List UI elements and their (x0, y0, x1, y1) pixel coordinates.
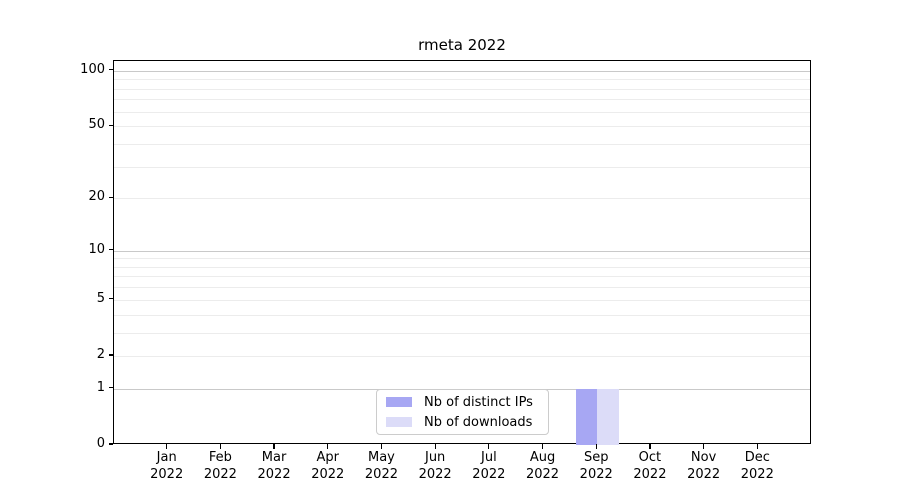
x-tick (649, 444, 651, 449)
y-tick-label: 0 (96, 436, 105, 451)
minor-gridline (114, 111, 810, 113)
y-tick-label: 2 (96, 346, 105, 362)
minor-gridline (114, 287, 810, 289)
y-tick (108, 298, 113, 300)
x-tick-label: Mar 2022 (232, 449, 316, 483)
x-tick-label: Apr 2022 (286, 449, 370, 483)
x-tick-label-line: Oct (638, 450, 662, 465)
x-tick (327, 444, 329, 449)
minor-gridline (114, 166, 810, 168)
x-tick-label-line: Nov (690, 450, 717, 465)
x-tick-label-line: Jul (481, 450, 497, 465)
bar-nb-of-distinct-ips-sep-2022 (575, 388, 598, 445)
y-tick-label: 1 (96, 379, 105, 395)
x-tick (703, 444, 705, 449)
x-tick-label-line: 2022 (418, 467, 452, 482)
x-tick-label: May 2022 (339, 449, 423, 483)
legend-item-downloads: Nb of downloads (386, 416, 548, 429)
minor-gridline (114, 276, 810, 278)
minor-gridline (114, 198, 810, 200)
y-tick-label: 5 (96, 290, 105, 306)
y-tick (108, 354, 113, 356)
x-tick-label: Jan 2022 (125, 449, 209, 483)
x-tick-label: Nov 2022 (662, 449, 746, 483)
legend-item-distinct-ips: Nb of distinct IPs (386, 396, 548, 409)
major-gridline (114, 70, 810, 72)
x-tick-label-line: 2022 (740, 467, 774, 482)
x-tick (166, 444, 168, 449)
x-tick (273, 444, 275, 449)
x-tick-label-line: 2022 (311, 467, 345, 482)
x-tick (488, 444, 490, 449)
y-tick (108, 196, 113, 198)
legend-label-distinct-ips: Nb of distinct IPs (424, 394, 533, 410)
legend-label-downloads: Nb of downloads (424, 414, 533, 430)
plot-area (113, 60, 811, 445)
legend-swatch-downloads (386, 417, 412, 427)
y-tick (108, 387, 113, 389)
x-tick-label-line: Jan (156, 450, 177, 465)
y-tick-label: 10 (88, 241, 105, 257)
x-tick-label-line: Jun (424, 450, 446, 465)
minor-gridline (114, 299, 810, 301)
x-tick-label: Dec 2022 (715, 449, 799, 483)
minor-gridline (114, 355, 810, 357)
x-tick-label-line: Apr (316, 450, 340, 465)
y-tick-label: 20 (88, 189, 105, 205)
minor-gridline (114, 314, 810, 316)
y-tick-label: 100 (80, 61, 105, 77)
x-tick-label-line: Mar (261, 450, 287, 465)
legend: Nb of distinct IPs Nb of downloads (376, 389, 549, 435)
minor-gridline (114, 266, 810, 268)
x-tick-label: Oct 2022 (608, 449, 692, 483)
minor-gridline (114, 258, 810, 260)
y-tick-label: 50 (88, 117, 105, 133)
x-tick (380, 444, 383, 449)
x-tick-label-line: May (368, 450, 395, 465)
x-tick-label-line: 2022 (579, 467, 613, 482)
x-tick (219, 444, 221, 449)
x-tick-label: Feb 2022 (178, 449, 262, 483)
x-tick-label-line: Feb (208, 450, 232, 465)
minor-gridline (114, 79, 810, 81)
x-tick-label-line: 2022 (633, 467, 667, 482)
x-tick-label-line: Dec (744, 450, 770, 465)
x-tick-label: Jul 2022 (447, 449, 531, 483)
minor-gridline (114, 143, 810, 145)
minor-gridline (114, 332, 810, 334)
x-tick-label-line: 2022 (257, 467, 291, 482)
x-tick (434, 444, 436, 449)
chart-title: rmeta 2022 (418, 36, 506, 54)
x-tick-label-line: 2022 (472, 467, 506, 482)
x-tick-label-line: 2022 (150, 467, 184, 482)
x-tick (756, 444, 758, 449)
y-tick (108, 124, 113, 126)
x-tick (541, 444, 544, 449)
x-tick-label-line: 2022 (203, 467, 237, 482)
x-tick (595, 444, 597, 449)
minor-gridline (114, 99, 810, 101)
major-gridline (114, 250, 810, 252)
x-tick-label: Sep 2022 (554, 449, 638, 483)
x-tick-label-line: Sep (583, 450, 609, 465)
y-tick (108, 248, 113, 251)
x-tick-label-line: Aug (529, 450, 556, 465)
x-tick-label-line: 2022 (364, 467, 398, 482)
bar-nb-of-downloads-sep-2022 (597, 388, 619, 445)
y-tick (108, 69, 113, 71)
legend-swatch-distinct-ips (386, 397, 412, 407)
y-tick (108, 443, 113, 445)
x-tick-label-line: 2022 (525, 467, 560, 482)
x-tick-label: Jun 2022 (393, 449, 477, 483)
minor-gridline (114, 88, 810, 90)
x-tick-label: Aug 2022 (501, 449, 585, 483)
x-tick-label-line: 2022 (687, 467, 721, 482)
minor-gridline (114, 126, 810, 128)
